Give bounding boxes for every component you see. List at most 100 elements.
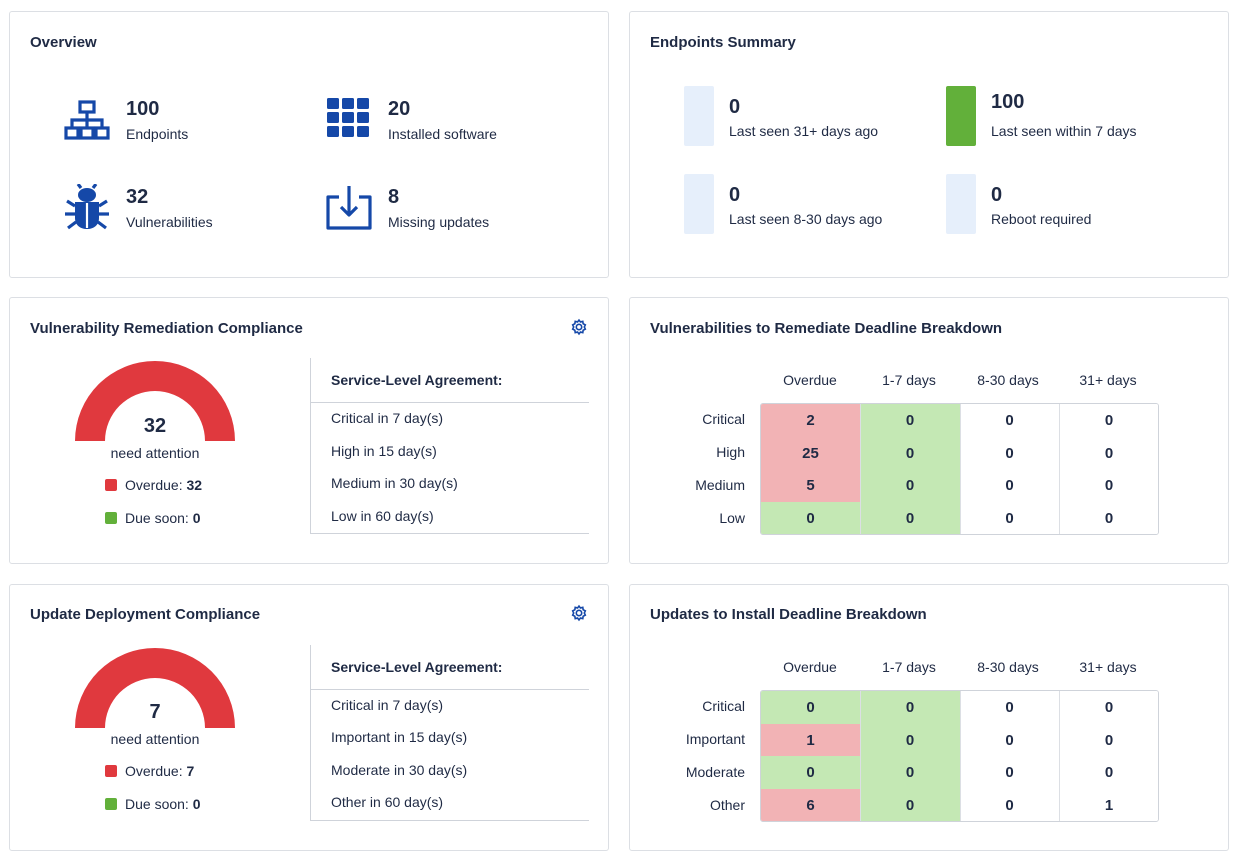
matrix-column-header: 1-7 days (882, 372, 936, 388)
overview-label: Installed software (388, 126, 497, 142)
matrix-column-header: 31+ days (1079, 659, 1137, 675)
matrix-column-header: 8-30 days (977, 659, 1039, 675)
overview-value: 8 (388, 186, 400, 208)
legend-overdue: Overdue: 7 (105, 763, 194, 779)
matrix-row-header: Critical (702, 411, 745, 427)
matrix-cell[interactable]: 0 (860, 788, 960, 821)
matrix-column-header: 31+ days (1079, 372, 1137, 388)
legend-value: 0 (192, 796, 201, 812)
column-divider (1059, 404, 1060, 534)
status-bar (946, 174, 976, 234)
legend-value: 32 (186, 477, 203, 493)
status-bar (684, 86, 714, 146)
matrix-cell[interactable]: 0 (960, 691, 1059, 724)
endpoints-value: 0 (729, 96, 741, 118)
endpoints-label: Last seen within 7 days (991, 123, 1137, 139)
legend-label: Due soon: (125, 510, 189, 526)
matrix-row-header: Moderate (685, 764, 745, 780)
red-dot-icon (105, 765, 117, 777)
download-icon (326, 186, 372, 230)
green-dot-icon (105, 512, 117, 524)
sla-row: High in 15 day(s) (331, 443, 437, 459)
matrix-cell[interactable]: 0 (960, 723, 1059, 757)
matrix-cell[interactable]: 2 (761, 404, 860, 437)
endpoints-value: 0 (729, 184, 741, 206)
matrix-row-header: Important (685, 731, 745, 747)
matrix-cell[interactable]: 25 (761, 436, 860, 470)
legend-value: 0 (192, 510, 201, 526)
column-divider (959, 691, 961, 821)
sla-heading: Service-Level Agreement: (331, 372, 503, 388)
matrix-cell[interactable]: 0 (1059, 756, 1158, 789)
matrix-cell[interactable]: 6 (761, 788, 860, 821)
grid-icon (327, 98, 369, 137)
matrix-row-header: Critical (702, 698, 745, 714)
gauge-value: 32 (143, 415, 167, 437)
overview-value: 100 (126, 98, 160, 120)
matrix-cell[interactable]: 5 (761, 469, 860, 502)
matrix-cell[interactable]: 0 (960, 436, 1059, 470)
matrix-cell[interactable]: 0 (860, 756, 960, 789)
overview-vulnerabilities[interactable]: 32 Vulnerabilities (62, 184, 292, 234)
update-compliance-title: Update Deployment Compliance (30, 606, 261, 623)
matrix-cell[interactable]: 0 (1059, 501, 1158, 534)
matrix-cell[interactable]: 0 (860, 436, 960, 470)
matrix-grid: 2 0 0 0 25 0 0 0 5 0 0 0 0 0 0 0 (760, 403, 1159, 535)
gauge-chart (75, 361, 235, 441)
matrix-cell[interactable]: 0 (761, 501, 860, 534)
overview-label: Missing updates (388, 214, 490, 230)
matrix-cell[interactable]: 0 (860, 501, 960, 534)
matrix-cell[interactable]: 0 (860, 691, 960, 724)
matrix-cell[interactable]: 1 (761, 723, 860, 757)
gear-icon[interactable] (570, 604, 588, 622)
gear-icon[interactable] (570, 318, 588, 336)
status-bar (684, 174, 714, 234)
matrix-cell[interactable]: 0 (1059, 404, 1158, 437)
matrix-cell[interactable]: 1 (1059, 788, 1158, 821)
overview-missing-updates[interactable]: 8 Missing updates (324, 184, 554, 234)
overview-label: Endpoints (126, 126, 189, 142)
sla-row: Important in 15 day(s) (331, 729, 468, 745)
matrix-cell[interactable]: 0 (761, 756, 860, 789)
matrix-row-header: Low (719, 510, 745, 526)
matrix-cell[interactable]: 0 (960, 404, 1059, 437)
overview-value: 32 (126, 186, 149, 208)
matrix-cell[interactable]: 0 (860, 723, 960, 757)
endpoints-value: 0 (991, 184, 1003, 206)
endpoints-summary-card: Endpoints Summary 0 Last seen 31+ days a… (629, 11, 1229, 278)
matrix-cell[interactable]: 0 (1059, 469, 1158, 502)
legend-label: Overdue: (125, 477, 183, 493)
matrix-cell[interactable]: 0 (960, 501, 1059, 534)
overview-card: Overview 100 Endpoints 20 Installed soft… (9, 11, 609, 278)
matrix-column-header: 1-7 days (882, 659, 936, 675)
legend-due-soon: Due soon: 0 (105, 510, 201, 526)
matrix-cell[interactable]: 0 (1059, 436, 1158, 470)
matrix-cell[interactable]: 0 (960, 756, 1059, 789)
matrix-cell[interactable]: 0 (960, 469, 1059, 502)
matrix-cell[interactable]: 0 (1059, 723, 1158, 757)
endpoints-last-seen-8-30[interactable]: 0 Last seen 8-30 days ago (684, 174, 924, 234)
gauge-value: 7 (149, 701, 161, 723)
matrix-cell[interactable]: 0 (860, 469, 960, 502)
endpoints-last-seen-31-plus[interactable]: 0 Last seen 31+ days ago (684, 86, 924, 146)
matrix-cell[interactable]: 0 (761, 691, 860, 724)
matrix-cell[interactable]: 0 (960, 788, 1059, 821)
matrix-cell[interactable]: 0 (860, 404, 960, 437)
sla-row: Low in 60 day(s) (331, 508, 434, 524)
overview-endpoints[interactable]: 100 Endpoints (62, 96, 292, 146)
overview-installed-software[interactable]: 20 Installed software (324, 96, 554, 146)
column-divider (860, 404, 861, 534)
endpoints-reboot-required[interactable]: 0 Reboot required (946, 174, 1186, 234)
matrix-cell[interactable]: 0 (1059, 691, 1158, 724)
overview-value: 20 (388, 98, 411, 120)
legend-overdue: Overdue: 32 (105, 477, 202, 493)
matrix-column-header: Overdue (783, 659, 837, 675)
update-breakdown-title: Updates to Install Deadline Breakdown (650, 606, 927, 623)
legend-due-soon: Due soon: 0 (105, 796, 201, 812)
divider (311, 402, 589, 403)
endpoints-value: 100 (991, 91, 1025, 113)
overview-label: Vulnerabilities (126, 214, 213, 230)
endpoints-last-seen-within-7[interactable]: 100 Last seen within 7 days (946, 86, 1186, 146)
overview-title: Overview (30, 34, 97, 51)
